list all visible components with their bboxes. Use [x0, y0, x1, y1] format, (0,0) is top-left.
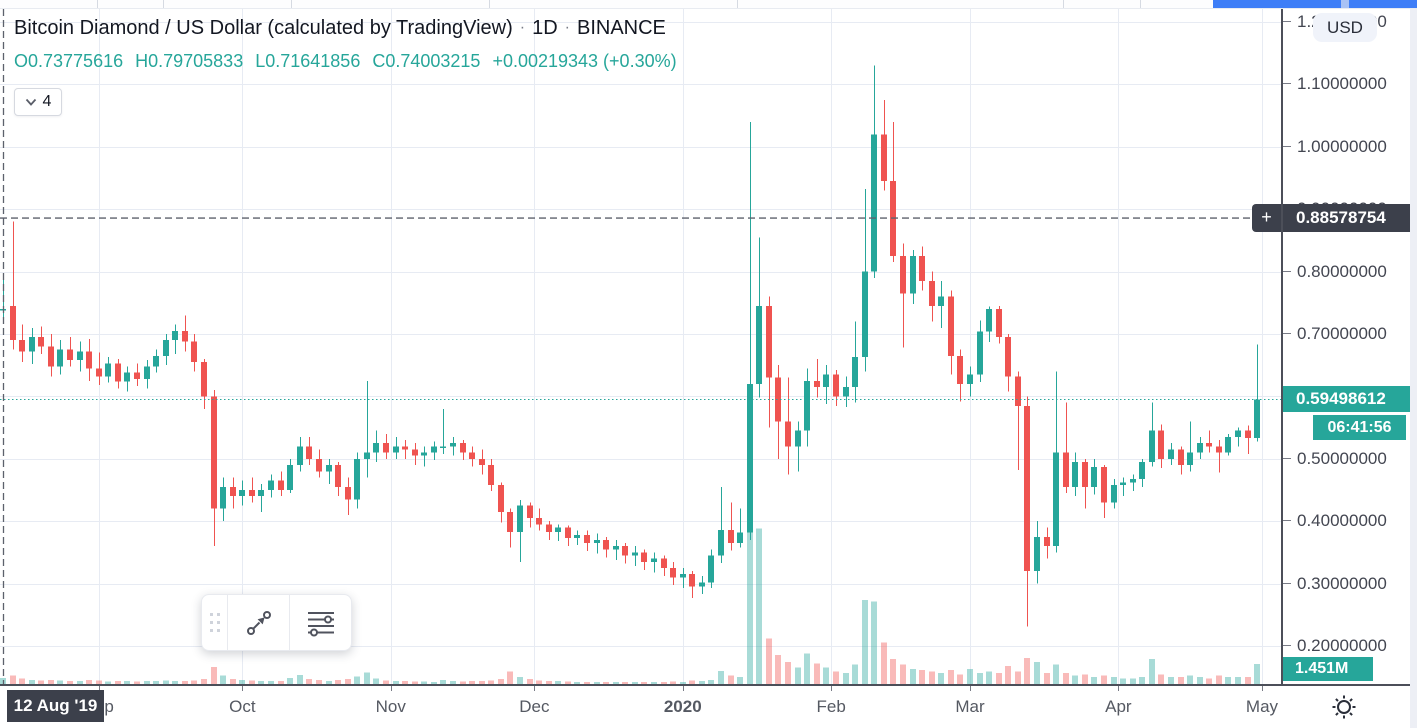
- time-tick: [683, 686, 684, 691]
- tab-separator: [97, 0, 98, 8]
- ohlc-close: C0.74003215: [372, 51, 481, 71]
- price-scale[interactable]: 1.200000001.100000001.000000000.90000000…: [1281, 9, 1417, 728]
- candles: [0, 65, 1260, 627]
- price-tick: [1283, 582, 1291, 584]
- time-axis-label: 2020: [663, 697, 702, 716]
- title-separator-dot: ·: [519, 19, 526, 36]
- toolbar-divider: [289, 595, 291, 650]
- time-tick: [1262, 686, 1263, 691]
- chevron-down-icon: [25, 98, 36, 106]
- browser-tab-strip: [0, 0, 1417, 9]
- collapsed-count: 4: [42, 93, 52, 110]
- trend-line-icon: [246, 610, 271, 635]
- time-tick: [534, 686, 535, 691]
- toolbar-divider: [227, 595, 229, 650]
- volume-bars: [0, 512, 1260, 684]
- symbol-name: Bitcoin Diamond / US Dollar (calculated …: [14, 17, 513, 39]
- volume-label: 1.451M: [1283, 657, 1373, 681]
- settings-gear-icon[interactable]: [1331, 694, 1357, 720]
- price-tick: [1283, 457, 1291, 459]
- countdown-value: 06:41:56: [1327, 419, 1392, 436]
- time-axis-label: May: [1245, 697, 1279, 716]
- time-axis-label: Nov: [375, 697, 406, 716]
- currency-toggle-button[interactable]: USD: [1313, 13, 1377, 42]
- crosshair-lines: [0, 9, 1281, 684]
- drawing-toolbar: [201, 594, 352, 651]
- exchange-label: BINANCE: [576, 17, 666, 39]
- ohlc-open: O0.73775616: [14, 51, 124, 71]
- tab-separator: [1140, 0, 1141, 8]
- tab-separator: [291, 0, 292, 8]
- drag-dots-icon: [209, 612, 220, 632]
- volume-value: 1.451M: [1295, 660, 1349, 677]
- time-tick: [242, 686, 243, 691]
- browser-accent-bar: [1213, 0, 1417, 8]
- ohlc-change: +0.00219343 (+0.30%): [492, 51, 677, 71]
- symbol-title[interactable]: Bitcoin Diamond / US Dollar (calculated …: [14, 17, 666, 40]
- time-axis-label: Apr: [1105, 697, 1132, 716]
- ohlc-low: L0.71641856: [255, 51, 361, 71]
- ohlc-high: H0.79705833: [135, 51, 244, 71]
- plus-icon: +: [1261, 207, 1272, 227]
- tab-separator: [163, 0, 164, 8]
- tab-separator: [1063, 0, 1064, 8]
- toolbar-drag-handle[interactable]: [202, 595, 227, 650]
- time-tick: [391, 686, 392, 691]
- sliders-icon: [307, 611, 334, 636]
- right-edge-scrollbar[interactable]: [1410, 9, 1417, 728]
- tab-separator: [489, 0, 490, 8]
- price-tick: [1283, 83, 1291, 85]
- interval-label: 1D: [532, 17, 558, 39]
- time-scale[interactable]: SepOctNovDec2020FebMarAprMay 12 Aug '19: [0, 684, 1417, 728]
- time-axis-label: Dec: [519, 697, 550, 716]
- indicators-collapse-button[interactable]: 4: [14, 88, 62, 116]
- settings-sliders-button[interactable]: [290, 595, 351, 650]
- crosshair-price-value: 0.88578754: [1296, 208, 1386, 227]
- price-chart[interactable]: [0, 0, 1281, 684]
- price-tick: [1283, 270, 1291, 272]
- add-alert-plus-button[interactable]: +: [1252, 204, 1281, 232]
- time-axis-label: Mar: [955, 697, 985, 716]
- price-tick: [1283, 333, 1291, 334]
- price-tick: [1283, 145, 1291, 147]
- time-axis-label: Feb: [816, 697, 846, 716]
- title-separator-dot: ·: [564, 19, 570, 36]
- price-tick: [1283, 520, 1291, 522]
- tab-separator: [737, 0, 738, 8]
- last-price-value: 0.59498612: [1296, 389, 1386, 408]
- time-tick: [99, 686, 100, 691]
- crosshair-time-value: 12 Aug '19: [13, 696, 98, 715]
- time-tick: [831, 686, 832, 691]
- browser-accent-notch: [1341, 0, 1349, 8]
- time-tick: [970, 686, 971, 691]
- last-price-label: 0.59498612: [1283, 386, 1417, 412]
- crosshair-time-label: 12 Aug '19: [7, 690, 104, 722]
- time-axis-label: Oct: [229, 697, 256, 716]
- price-tick: [1283, 645, 1291, 646]
- price-tick: [1283, 21, 1291, 22]
- currency-label: USD: [1327, 18, 1363, 37]
- crosshair-price-label: 0.88578754: [1283, 204, 1417, 232]
- candle-countdown: 06:41:56: [1313, 415, 1406, 440]
- ohlc-values: O0.73775616 H0.79705833 L0.71641856 C0.7400…: [14, 51, 689, 72]
- time-tick: [1118, 686, 1119, 691]
- trend-line-tool-button[interactable]: [228, 595, 289, 650]
